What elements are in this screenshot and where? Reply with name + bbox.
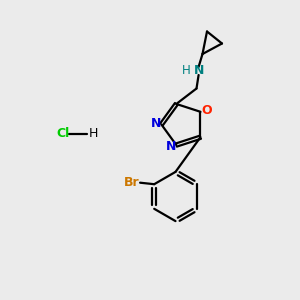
Text: N: N xyxy=(151,116,161,130)
Text: Br: Br xyxy=(124,176,140,189)
Text: H: H xyxy=(89,127,98,140)
Text: O: O xyxy=(202,104,212,117)
Text: N: N xyxy=(166,140,176,153)
Text: Cl: Cl xyxy=(56,127,70,140)
Text: H: H xyxy=(182,64,191,77)
Text: N: N xyxy=(194,64,204,77)
